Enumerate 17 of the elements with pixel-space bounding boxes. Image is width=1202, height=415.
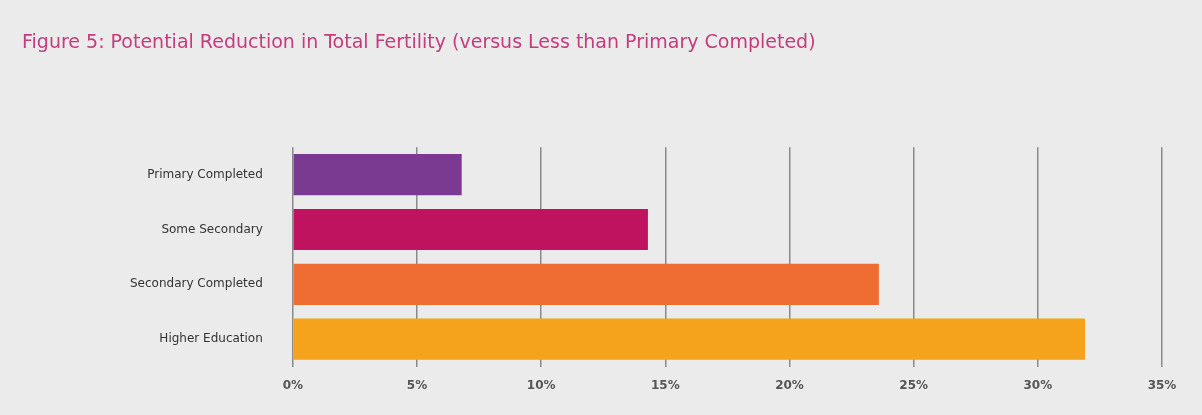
x-tick-label: 20% — [775, 377, 804, 392]
x-tick-label: 35% — [1147, 377, 1177, 392]
y-tick-label: Higher Education — [159, 331, 263, 346]
x-tick-label: 30% — [1023, 377, 1053, 392]
bar — [293, 318, 1086, 360]
x-tick-label: 10% — [526, 377, 556, 392]
chart-title: Figure 5: Potential Reduction in Total Fertility (versus Less than Primary Completed) — [22, 30, 816, 52]
y-tick-label: Some Secondary — [161, 221, 263, 236]
y-tick-label: Primary Completed — [147, 166, 263, 181]
x-tick-label: 5% — [406, 377, 428, 392]
x-tick-label: 15% — [650, 377, 680, 392]
x-tick-label: 0% — [282, 377, 303, 392]
bar — [293, 154, 462, 196]
bar — [293, 208, 648, 251]
x-tick-label: 25% — [899, 377, 929, 392]
y-tick-label: Secondary Completed — [129, 276, 263, 291]
bar — [293, 263, 879, 305]
